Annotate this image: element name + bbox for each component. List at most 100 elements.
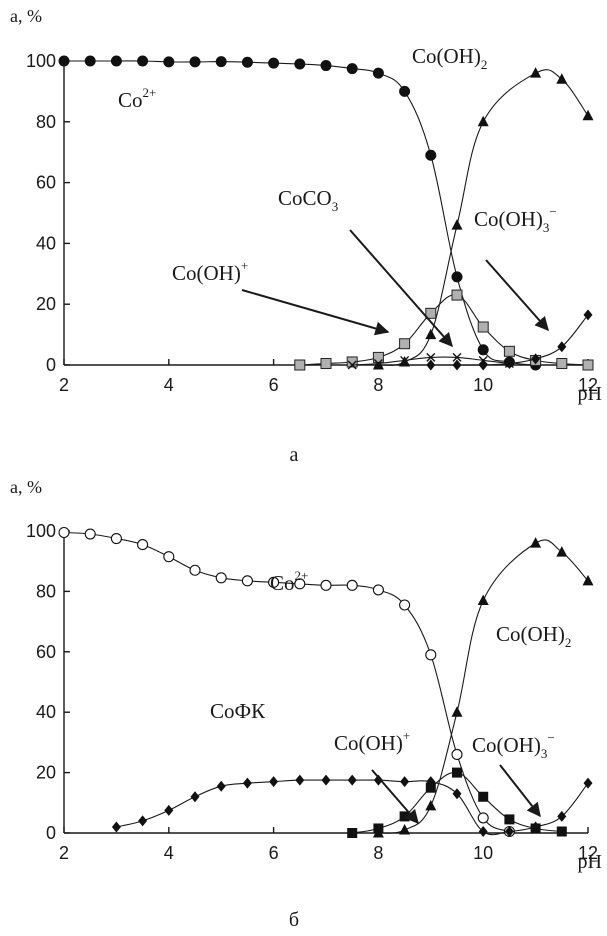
series-co-oh-3-point — [583, 309, 593, 321]
y-tick-label: 40 — [36, 233, 56, 253]
series-co-oh-point — [452, 767, 462, 778]
series-co2-point — [189, 56, 201, 68]
series-co-oh-point — [373, 358, 383, 368]
series-co-oh-2-point — [530, 67, 542, 78]
annotation-arrow — [371, 769, 419, 825]
series-co2-point — [268, 576, 280, 588]
series-coco3-line — [299, 294, 589, 366]
series-co2-point — [215, 56, 227, 68]
series-co2 — [58, 55, 542, 371]
series-coфк-point — [321, 774, 331, 786]
x-tick-label: 10 — [473, 375, 493, 395]
annotation-cofk: CoФК — [210, 699, 266, 723]
series-co2-point — [346, 63, 358, 75]
series-co2-point — [294, 578, 306, 590]
series-co-oh-2-point — [451, 706, 463, 717]
series-co2-point — [189, 564, 201, 576]
series-coco3-point — [399, 338, 411, 350]
x-tick-label: 10 — [473, 843, 493, 863]
annotation-cooh: Co(OH)+ — [334, 728, 410, 755]
y-axis-label: а, % — [10, 477, 42, 497]
series-co-oh-point — [347, 360, 357, 370]
series-coфк-point — [295, 774, 305, 786]
series-co-oh-3-point — [452, 359, 462, 371]
series-co-oh-2-line — [378, 539, 589, 834]
series-co2-point — [451, 748, 463, 761]
series-coфк-point — [452, 788, 462, 800]
x-tick-label: 2 — [59, 375, 69, 395]
series-co2-point — [241, 56, 253, 68]
series-co-oh-3-point — [478, 359, 488, 371]
annotation-cooh: Co(OH)+ — [172, 258, 248, 285]
series-co-oh-2-point — [477, 594, 489, 605]
series-co2-point — [399, 599, 411, 611]
series-coфк-point — [347, 774, 357, 786]
series-coфк-point — [478, 825, 488, 837]
series-co2-point — [268, 57, 280, 69]
series-co-oh-point — [347, 828, 358, 838]
panel-label: а — [290, 444, 299, 466]
y-tick-label: 20 — [36, 294, 56, 314]
series-co-oh-point — [478, 791, 489, 802]
series-co2-point — [477, 344, 489, 356]
x-tick-label: 2 — [59, 843, 69, 863]
x-tick-label: 4 — [164, 843, 174, 863]
x-tick-label: 4 — [164, 375, 174, 395]
series-co2-point — [399, 85, 411, 97]
y-tick-label: 80 — [36, 581, 56, 601]
series-coco3-point — [320, 357, 332, 369]
series-co2-point — [294, 58, 306, 70]
series-co-oh-3-point — [557, 341, 567, 353]
series-coco3-point — [425, 307, 437, 319]
series-co2 — [58, 526, 515, 838]
x-axis-label: pH — [578, 383, 602, 405]
series-co2-point — [451, 271, 463, 283]
annotation-cooh2: Co(OH)2 — [412, 44, 487, 72]
chart-panel-a: 0 20 40 60 80 100 2 4 6 8 10 12 а, % pH а Co2+ Co(OH)2 Co… — [10, 6, 602, 466]
series-co-oh-3-point — [426, 359, 436, 371]
series-co2-point — [477, 812, 489, 824]
series-co-oh-2-point — [399, 823, 411, 835]
series-coco3-point — [582, 359, 594, 371]
series-co2-point — [84, 528, 96, 540]
series-coco3 — [294, 289, 594, 371]
annotation-co2: Co2+ — [270, 568, 308, 595]
series-co2-point — [320, 579, 332, 591]
series-co2-point — [425, 649, 437, 661]
series-co2-point — [372, 584, 384, 596]
y-axis-label: а, % — [10, 6, 42, 26]
y-tick-label: 80 — [36, 112, 56, 132]
series-coфк-point — [164, 804, 174, 816]
series-co-oh-2-point — [582, 109, 594, 121]
annotation-arrow — [485, 259, 549, 332]
series-co2-point — [137, 55, 149, 67]
series-co2-point — [58, 526, 70, 539]
series-co-oh-point — [556, 826, 567, 837]
annotation-cooh2: Co(OH)2 — [496, 622, 571, 650]
x-tick-label: 6 — [269, 843, 279, 863]
y-tick-label: 20 — [36, 763, 56, 783]
series-co2-point — [346, 579, 358, 591]
series-coфк-point — [269, 776, 279, 788]
series-co-oh-2-point — [530, 537, 542, 548]
y-tick-label: 0 — [46, 355, 56, 375]
series-co2-point — [58, 55, 70, 67]
series-co-oh-point — [373, 823, 384, 834]
series-co-oh-point — [426, 352, 436, 362]
series-co2-point — [137, 539, 149, 551]
series-co-oh-point — [452, 352, 462, 362]
series-co-oh-2-point — [556, 73, 568, 84]
series-co-oh-2-point — [582, 574, 594, 586]
series-co2-point — [110, 532, 122, 545]
annotation-arrow — [499, 764, 541, 818]
x-tick-label: 8 — [373, 843, 383, 863]
series-coфк-point — [373, 774, 383, 786]
series-co2-point — [241, 575, 253, 587]
x-tick-label: 12 — [578, 375, 598, 395]
annotation-arrow — [349, 229, 453, 348]
annotation-coco3: CoCO3 — [278, 186, 338, 214]
chart-panel-b: 0 20 40 60 80 100 2 4 6 8 10 12 а, % pH б Co2+ Co(OH)2 Co… — [10, 477, 602, 931]
series-co2-point — [84, 55, 96, 67]
series-co-oh-3 — [426, 309, 593, 371]
series-co2-point — [163, 56, 175, 68]
